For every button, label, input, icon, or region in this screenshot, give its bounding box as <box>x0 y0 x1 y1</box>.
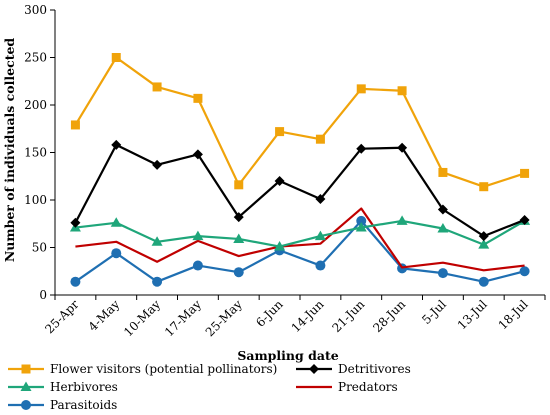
data-point <box>233 212 244 223</box>
data-point <box>110 217 122 227</box>
x-tick-label: 18-Jul <box>496 297 531 332</box>
data-point <box>314 230 326 241</box>
data-point <box>315 134 325 144</box>
data-point <box>478 276 489 287</box>
data-point <box>70 120 80 130</box>
data-point <box>438 167 448 177</box>
data-point <box>356 84 366 94</box>
series-line <box>74 143 525 238</box>
y-tick-label: 150 <box>24 146 47 160</box>
x-tick-label: 25-Apr <box>42 297 81 336</box>
data-point <box>519 214 530 225</box>
data-point <box>193 93 203 103</box>
data-point <box>233 267 244 278</box>
data-point <box>315 194 326 205</box>
x-tick-label: 28-Jun <box>370 297 408 335</box>
data-point <box>397 86 407 96</box>
series-layer <box>69 53 531 287</box>
data-point <box>437 204 448 215</box>
y-tick-label: 200 <box>24 98 47 112</box>
data-point <box>274 241 286 251</box>
data-point <box>315 260 326 271</box>
data-point <box>478 231 489 242</box>
data-point <box>479 182 489 192</box>
y-tick-label: 100 <box>24 193 47 207</box>
legend-marker <box>21 364 31 374</box>
x-tick-label: 6-Jun <box>253 297 286 330</box>
data-point <box>274 176 285 186</box>
x-tick-label: 10-May <box>121 297 163 339</box>
data-point <box>111 53 121 62</box>
data-point <box>111 248 122 259</box>
legend-label: Herbivores <box>50 380 118 394</box>
series-line <box>74 219 525 283</box>
legend: Flower visitors (potential pollinators) D… <box>8 362 411 412</box>
series-line <box>75 207 525 272</box>
legend-marker <box>20 381 32 391</box>
legend-marker <box>309 364 319 374</box>
data-point <box>111 139 122 150</box>
x-tick-label: 4-May <box>86 297 123 334</box>
data-point <box>275 127 285 137</box>
legend-label: Predators <box>338 380 398 394</box>
data-point <box>478 239 490 249</box>
legend-label: Detritivores <box>338 362 411 376</box>
series-line <box>74 56 525 188</box>
data-point <box>356 215 367 226</box>
x-tick-label: 5-Jul <box>419 297 449 327</box>
data-point <box>192 230 204 241</box>
series-detritivores <box>70 139 530 242</box>
data-point <box>151 236 163 246</box>
series-flower-visitors-potential-pollinators <box>70 53 530 192</box>
y-tick-label: 250 <box>24 51 47 65</box>
x-tick-label: 13-Jul <box>455 297 490 332</box>
legend-item: Herbivores <box>8 380 118 394</box>
data-point <box>152 159 163 170</box>
series-herbivores <box>69 215 531 251</box>
legend-marker <box>21 400 31 410</box>
series-parasitoids <box>70 215 530 287</box>
data-point <box>234 180 244 190</box>
x-axis-title: Sampling date <box>237 348 338 363</box>
data-point <box>355 222 367 232</box>
data-point <box>519 266 530 277</box>
data-point <box>70 217 81 228</box>
data-point <box>396 215 408 225</box>
data-point <box>356 143 367 154</box>
data-point <box>152 82 162 92</box>
legend-item: Detritivores <box>296 362 411 376</box>
data-point <box>152 276 163 287</box>
data-point <box>437 268 448 279</box>
y-tick-label: 300 <box>24 3 47 17</box>
y-tick-label: 0 <box>39 288 47 302</box>
data-point <box>70 276 81 287</box>
series-line <box>75 219 526 248</box>
y-axis-title: Number of individuals collected <box>2 38 17 263</box>
x-tick-label: 25-May <box>203 297 245 339</box>
data-point <box>233 233 245 243</box>
data-point <box>437 223 449 233</box>
x-tick-label: 21-Jun <box>329 297 367 335</box>
data-point <box>397 142 408 153</box>
legend-item: Flower visitors (potential pollinators) <box>8 362 277 376</box>
legend-label: Parasitoids <box>50 398 117 412</box>
x-tick-label: 14-Jun <box>289 297 327 335</box>
y-tick-label: 50 <box>32 241 47 255</box>
data-point <box>192 149 203 160</box>
data-point <box>520 168 530 178</box>
legend-label: Flower visitors (potential pollinators) <box>50 362 277 376</box>
series-predators <box>75 207 525 272</box>
legend-item: Predators <box>296 380 398 394</box>
data-point <box>192 260 203 271</box>
y-axis-ticks: 0 50 100 150 200 250 300 <box>24 3 55 302</box>
legend-item: Parasitoids <box>8 398 117 412</box>
x-tick-label: 17-May <box>162 297 204 339</box>
